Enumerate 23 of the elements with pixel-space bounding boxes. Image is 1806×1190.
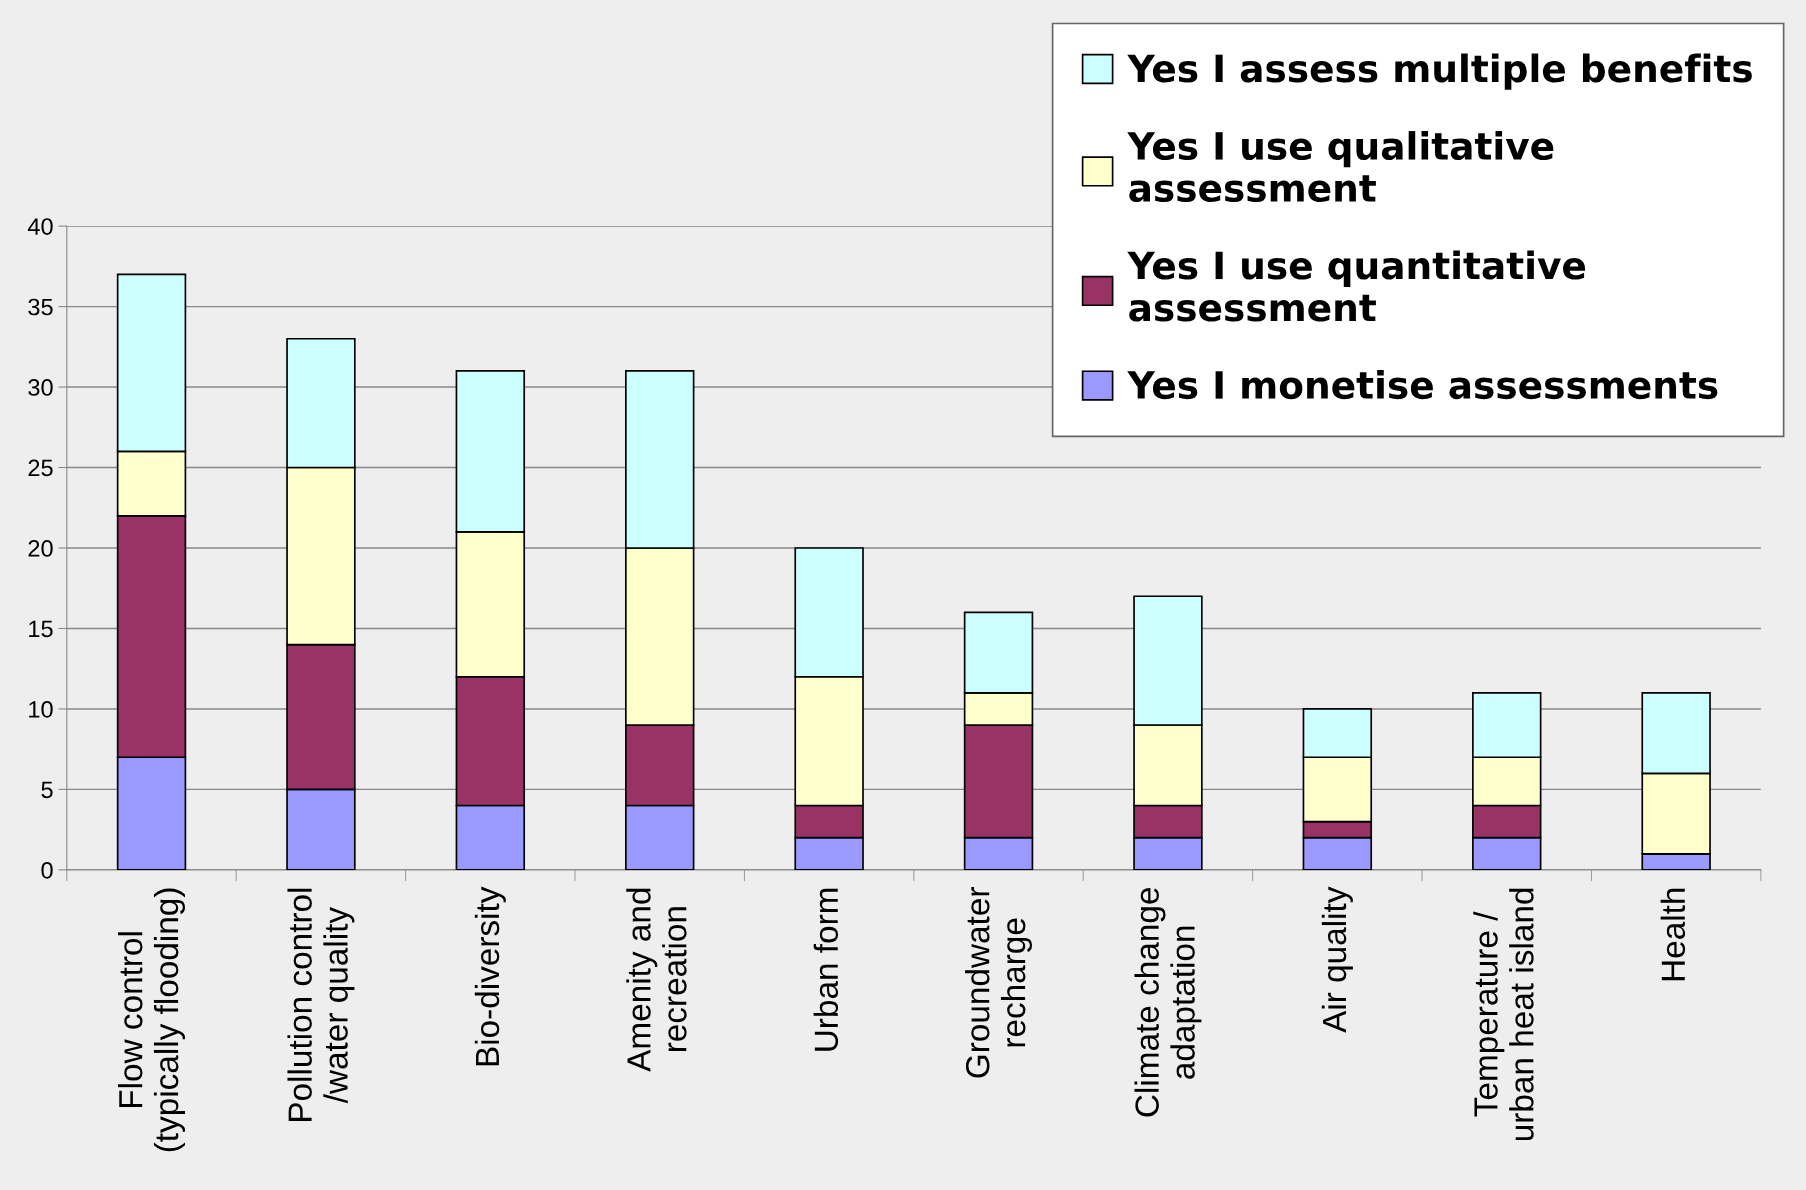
y-tick-label: 15 bbox=[29, 620, 53, 638]
x-tick-label: Pollution control /water quality bbox=[287, 888, 355, 1121]
x-tick-label: Health bbox=[1660, 888, 1686, 981]
x-tick-label: Climate change adaptation bbox=[1134, 888, 1202, 1117]
y-tick-label: 10 bbox=[29, 701, 53, 718]
y-tick-label: 40 bbox=[27, 218, 53, 235]
legend-label: Yes I use qualitative assessment bbox=[1127, 131, 1554, 203]
y-tick-label: 35 bbox=[28, 298, 53, 316]
y-tick-label: 20 bbox=[28, 540, 53, 557]
x-tick-label: Flow control (typically flooding) bbox=[118, 888, 186, 1152]
x-tick-label: Groundwater recharge bbox=[965, 887, 1033, 1078]
legend-label: Yes I monetise assessments bbox=[1127, 370, 1718, 400]
legend-label: Yes I assess multiple benefits bbox=[1127, 53, 1752, 90]
legend-label: Yes I use quantitative assessment bbox=[1127, 250, 1586, 322]
y-tick-label: 30 bbox=[28, 379, 53, 396]
x-tick-label: Amenity and recreation bbox=[626, 888, 687, 1072]
x-tick-label: Temperature / urban heat island bbox=[1473, 888, 1534, 1141]
y-tick-label: 5 bbox=[41, 781, 53, 799]
x-tick-label: Bio-diversity bbox=[474, 886, 506, 1066]
x-tick-label: Air quality bbox=[1321, 886, 1353, 1033]
y-tick-label: 0 bbox=[41, 861, 53, 879]
x-tick-label: Urban form bbox=[813, 888, 839, 1051]
y-tick-label: 25 bbox=[28, 459, 53, 477]
